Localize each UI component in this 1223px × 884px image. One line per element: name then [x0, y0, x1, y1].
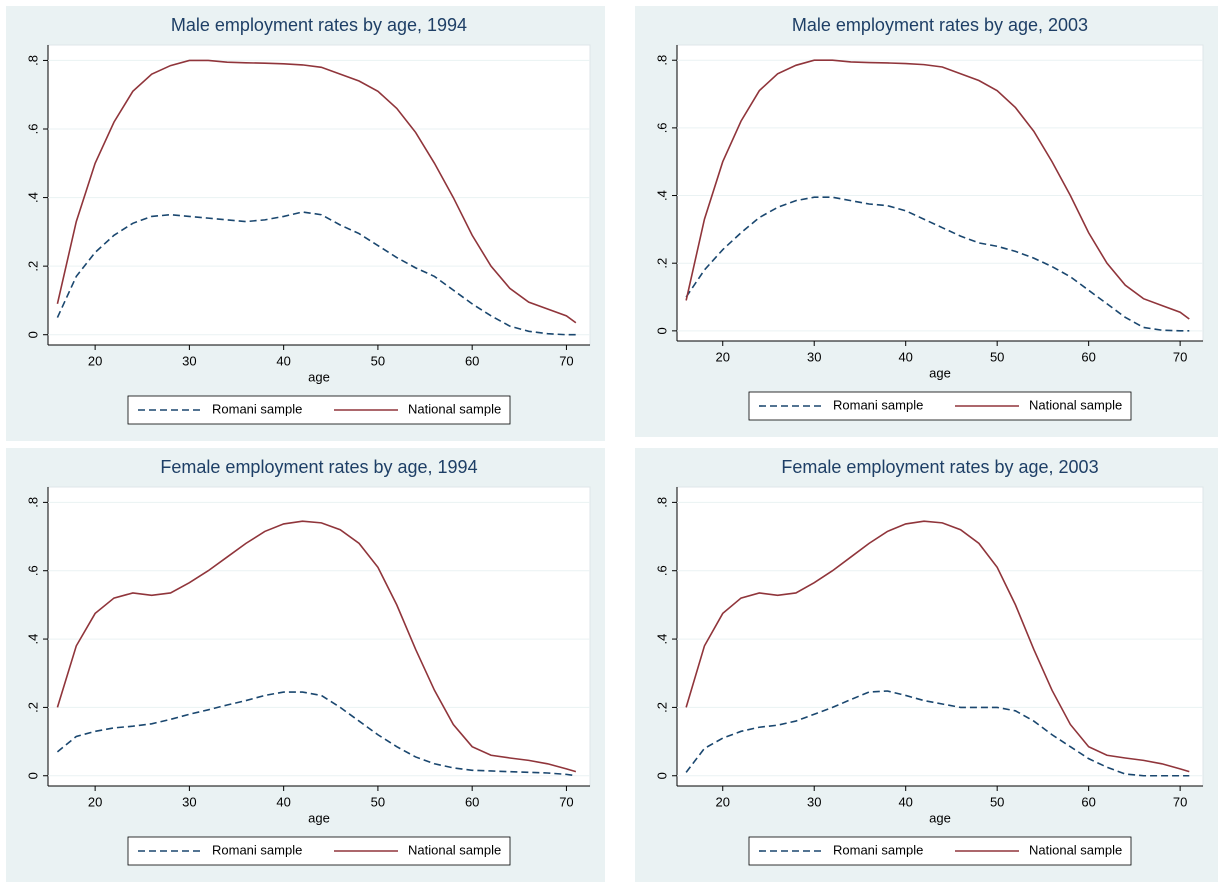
y-tick-label: .2 — [25, 702, 40, 713]
legend: Romani sample National sample — [127, 836, 511, 866]
plot-area — [47, 486, 591, 787]
y-tick-label: 0 — [25, 772, 40, 779]
chart-title: Female employment rates by age, 1994 — [160, 457, 477, 477]
x-tick-label: 20 — [88, 794, 102, 809]
legend-label: National sample — [1029, 842, 1122, 857]
y-tick-label: .8 — [25, 497, 40, 508]
data-line — [56, 211, 576, 336]
legend-box — [748, 836, 1132, 866]
x-tick-label: 40 — [276, 353, 290, 368]
chart-panel: Male employment rates by age, 2003 0 .2 .4.… — [635, 6, 1218, 437]
y-tick-label: .4 — [654, 190, 669, 201]
x-tick-label: 60 — [465, 794, 479, 809]
x-axis-label: age — [929, 810, 951, 825]
x-tick-label: 20 — [716, 794, 730, 809]
legend: Romani sample National sample — [748, 836, 1132, 866]
x-tick-label: 40 — [276, 794, 290, 809]
legend: Romani sample National sample — [127, 395, 511, 425]
legend-box — [748, 391, 1132, 421]
x-axis-label: age — [929, 365, 951, 380]
x-tick-label: 20 — [716, 349, 730, 364]
y-tick-label: .6 — [654, 122, 669, 133]
x-tick-label: 70 — [559, 353, 573, 368]
x-tick-label: 50 — [990, 794, 1004, 809]
legend-label: Romani sample — [212, 401, 302, 416]
x-tick-label: 60 — [1081, 794, 1095, 809]
x-axis-label: age — [308, 810, 330, 825]
chart-title: Male employment rates by age, 1994 — [171, 15, 467, 35]
x-tick-label: 70 — [1173, 794, 1187, 809]
y-tick-label: .4 — [25, 192, 40, 203]
y-tick-label: 0 — [25, 331, 40, 338]
plot-area — [47, 44, 591, 346]
data-line — [56, 59, 577, 324]
y-tick-label: .4 — [25, 634, 40, 645]
x-tick-label: 30 — [807, 794, 821, 809]
y-tick-label: .4 — [654, 634, 669, 645]
data-line — [685, 520, 1190, 773]
legend-box — [127, 836, 511, 866]
legend-label: National sample — [408, 401, 501, 416]
y-tick-label: .8 — [25, 55, 40, 66]
x-tick-label: 30 — [182, 353, 196, 368]
x-tick-label: 60 — [1081, 349, 1095, 364]
y-tick-label: .6 — [25, 565, 40, 576]
chart-panel: Male employment rates by age, 1994 0 .2 .4.… — [6, 6, 605, 441]
x-tick-label: 70 — [1173, 349, 1187, 364]
legend-label: National sample — [1029, 397, 1122, 412]
chart-panel: Female employment rates by age, 2003 0 .2.… — [635, 448, 1218, 882]
x-tick-label: 60 — [465, 353, 479, 368]
x-axis-label: age — [308, 369, 330, 384]
legend-box — [127, 395, 511, 425]
y-tick-label: .8 — [654, 55, 669, 66]
legend-label: Romani sample — [212, 842, 302, 857]
x-tick-label: 40 — [898, 349, 912, 364]
plot-area — [676, 486, 1204, 787]
x-tick-label: 30 — [182, 794, 196, 809]
y-tick-label: .2 — [654, 702, 669, 713]
chart-title: Male employment rates by age, 2003 — [792, 15, 1088, 35]
legend: Romani sample National sample — [748, 391, 1132, 421]
chart-title: Female employment rates by age, 2003 — [781, 457, 1098, 477]
data-line — [685, 690, 1190, 777]
y-tick-label: .6 — [654, 565, 669, 576]
y-tick-label: .2 — [25, 261, 40, 272]
y-tick-label: 0 — [654, 327, 669, 334]
x-tick-label: 20 — [88, 353, 102, 368]
data-line — [56, 691, 576, 777]
x-tick-label: 50 — [990, 349, 1004, 364]
x-tick-label: 30 — [807, 349, 821, 364]
legend-label: Romani sample — [833, 397, 923, 412]
x-tick-label: 40 — [898, 794, 912, 809]
data-line — [56, 520, 577, 773]
legend-label: National sample — [408, 842, 501, 857]
y-tick-label: 0 — [654, 772, 669, 779]
data-line — [685, 59, 1190, 320]
y-tick-label: .6 — [25, 124, 40, 135]
y-tick-label: .2 — [654, 258, 669, 269]
legend-label: Romani sample — [833, 842, 923, 857]
y-tick-label: .8 — [654, 497, 669, 508]
chart-panel: Female employment rates by age, 1994 0 .2.… — [6, 448, 605, 882]
data-line — [685, 196, 1190, 332]
x-tick-label: 50 — [371, 794, 385, 809]
x-tick-label: 50 — [371, 353, 385, 368]
x-tick-label: 70 — [559, 794, 573, 809]
plot-area — [676, 44, 1204, 342]
